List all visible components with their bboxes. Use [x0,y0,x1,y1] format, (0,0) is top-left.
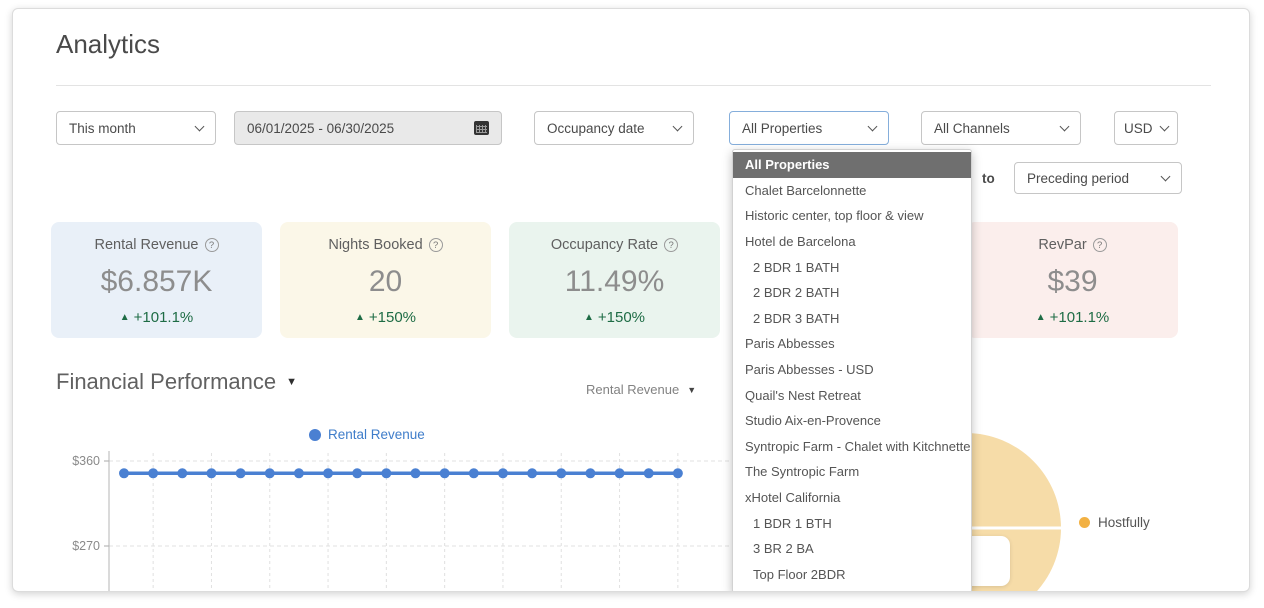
kpi-label-text: Occupancy Rate [550,237,659,253]
dropdown-option[interactable]: 2 BDR 1 BATH [753,259,840,275]
dropdown-option[interactable]: Syntropic Farm - Chalet with Kitchnette [745,438,971,454]
properties-select[interactable]: All Properties [729,111,889,145]
financial-performance-title: Financial Performance [56,369,277,394]
svg-text:$360: $360 [72,454,100,468]
date-range-value: 06/01/2025 - 06/30/2025 [247,120,395,136]
compare-to-label: to [982,170,995,186]
pie-legend-label: Hostfully [1098,515,1150,530]
chevron-down-icon [672,121,683,131]
line-legend-label: Rental Revenue [328,427,425,442]
kpi-row: Rental Revenue? $6.857K ▲ +101.1% Nights Boo… [51,222,1178,338]
kpi-delta-text: +150% [368,309,417,326]
help-icon[interactable]: ? [428,238,443,252]
kpi-delta-text: +101.1% [1049,309,1110,326]
financial-performance-heading[interactable]: Financial Performance ▼ [56,369,297,395]
kpi-value: $39 [1047,265,1098,298]
date-basis-select[interactable]: Occupancy date [534,111,694,145]
chevron-down-icon [867,121,878,131]
dropdown-option[interactable]: 2 BDR 2 BATH [753,285,840,301]
dropdown-option[interactable]: Historic center, top floor & view [745,208,924,224]
dropdown-option[interactable]: All Properties [733,152,971,178]
calendar-icon [474,121,489,135]
caret-down-icon: ▼ [286,376,297,388]
compare-period-value: Preceding period [1027,170,1130,186]
pie-chart-legend: Hostfully [1079,515,1150,530]
currency-select-value: USD [1124,120,1153,136]
triangle-up-icon: ▲ [354,312,365,323]
properties-select-value: All Properties [742,120,823,136]
dropdown-option[interactable]: Quail's Nest Retreat [745,387,861,403]
date-range-field[interactable]: 06/01/2025 - 06/30/2025 [234,111,502,145]
help-icon[interactable]: ? [664,238,679,252]
dropdown-option[interactable]: Studio Aix-en-Provence [745,413,881,429]
divider [56,85,1211,86]
analytics-panel: Analytics This month 06/01/2025 - 06/30/… [12,8,1250,592]
legend-dot-icon [1079,517,1090,528]
chevron-down-icon [1159,121,1170,131]
kpi-delta: ▲ +101.1% [51,309,262,326]
channels-select[interactable]: All Channels [921,111,1081,145]
period-select-value: This month [69,120,136,136]
dropdown-option[interactable]: 3 BR 2 BA [753,541,814,557]
svg-text:$270: $270 [72,539,100,553]
property-dropdown-list: All Properties Chalet Barcelonnette Histor… [732,149,972,591]
page-title: Analytics [56,29,161,59]
kpi-card-occupancy-rate: Occupancy Rate? 11.49% ▲ +150% [509,222,720,338]
kpi-label: Occupancy Rate? [509,237,720,253]
kpi-label-text: RevPar [1038,237,1087,253]
dropdown-option[interactable]: Paris Abbesses - USD [745,362,874,378]
rental-revenue-line-chart: $360 $270 [72,451,754,591]
dropdown-option[interactable]: Chalet Barcelonnette [745,182,867,198]
chevron-down-icon [1160,171,1171,181]
legend-dot-icon [309,428,321,441]
compare-period-select[interactable]: Preceding period [1014,162,1182,194]
kpi-delta-text: +101.1% [133,309,194,326]
line-chart-legend: Rental Revenue [309,427,425,442]
kpi-card-rental-revenue: Rental Revenue? $6.857K ▲ +101.1% [51,222,262,338]
chevron-down-icon [1059,121,1070,131]
kpi-delta: ▲ +150% [280,309,491,326]
triangle-up-icon: ▲ [119,312,130,323]
kpi-label: RevPar? [967,237,1178,253]
dropdown-option[interactable]: 2 BDR 3 BATH [753,310,840,326]
dropdown-option[interactable]: The Syntropic Farm [745,464,860,480]
help-icon[interactable]: ? [204,238,219,252]
date-basis-value: Occupancy date [547,120,645,136]
dropdown-option[interactable]: Top Floor 2BDR [753,566,846,582]
dropdown-option[interactable]: 1 BDR 1 BTH [753,515,832,531]
chevron-down-icon [194,121,205,131]
currency-select[interactable]: USD [1114,111,1178,145]
period-select[interactable]: This month [56,111,216,145]
metric-select[interactable]: Rental Revenue ▼ [586,382,696,397]
kpi-value: 11.49% [564,265,665,298]
kpi-value: $6.857K [100,265,213,298]
caret-down-icon: ▼ [687,384,697,395]
kpi-label-text: Rental Revenue [94,237,199,253]
kpi-value: 20 [368,265,403,298]
kpi-delta: ▲ +101.1% [967,309,1178,326]
dropdown-option[interactable]: Hotel de Barcelona [745,234,856,250]
kpi-delta: ▲ +150% [509,309,720,326]
kpi-label: Rental Revenue? [51,237,262,253]
kpi-label: Nights Booked? [280,237,491,253]
kpi-delta-text: +150% [597,309,646,326]
kpi-card-revpar: RevPar? $39 ▲ +101.1% [967,222,1178,338]
dropdown-option[interactable]: xHotel California [745,490,841,506]
kpi-label-text: Nights Booked [328,237,423,253]
metric-select-value: Rental Revenue [586,382,680,397]
dropdown-option[interactable]: Paris Abbesses [745,336,835,352]
kpi-card-nights-booked: Nights Booked? 20 ▲ +150% [280,222,491,338]
triangle-up-icon: ▲ [1035,312,1046,323]
help-icon[interactable]: ? [1092,238,1107,252]
triangle-up-icon: ▲ [583,312,594,323]
channels-select-value: All Channels [934,120,1010,136]
